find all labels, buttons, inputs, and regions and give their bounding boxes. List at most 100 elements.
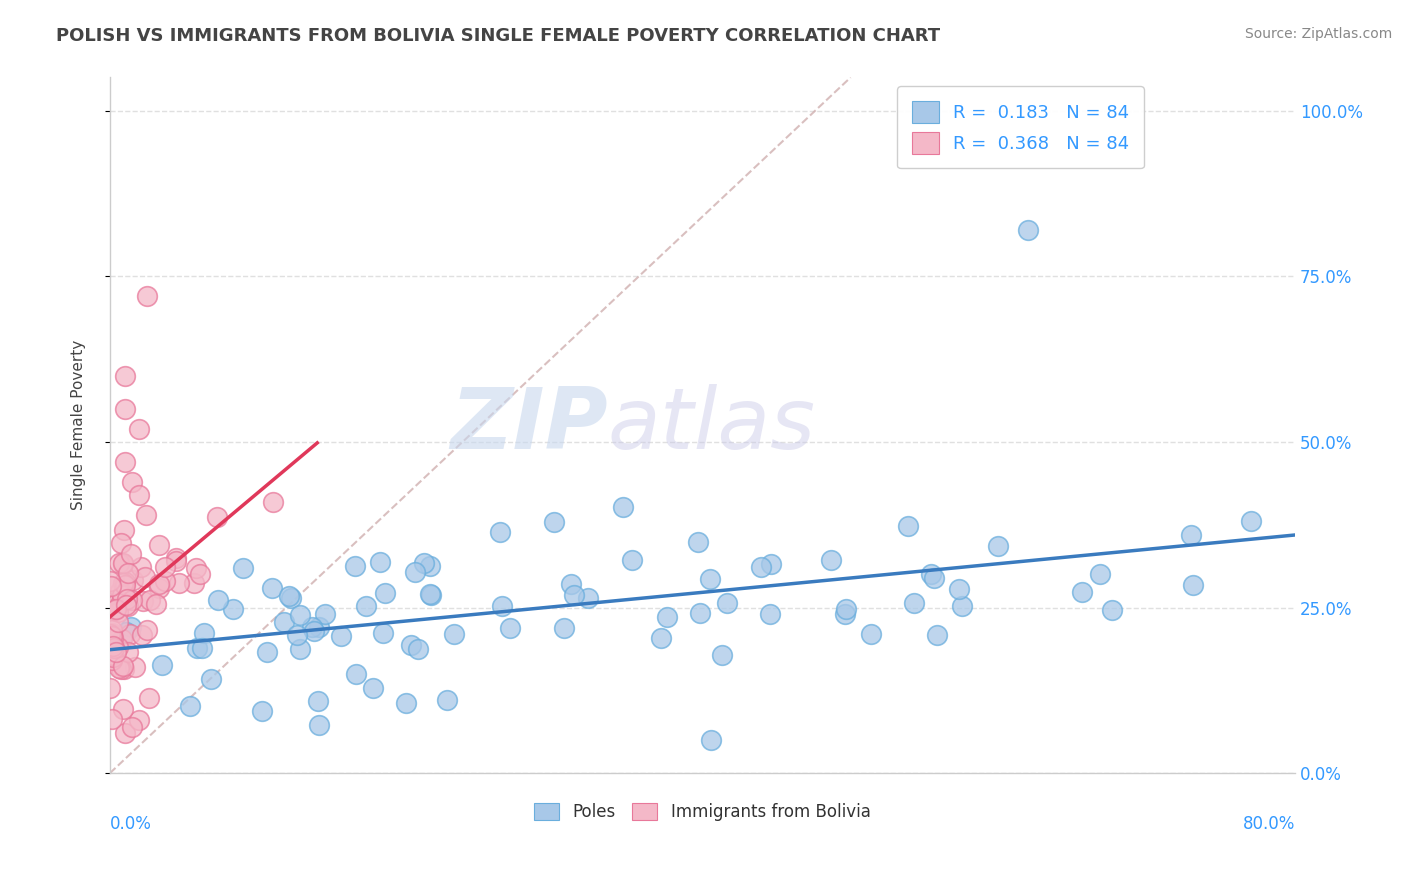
Point [148,582,170,596]
Point [576,591,599,605]
Point [436,692,458,706]
Point [112,575,135,590]
Point [188,566,211,581]
Point [117,591,139,606]
Point [165,551,187,566]
Point [100,648,122,662]
Point [256,645,278,659]
Point [111,702,134,716]
Point [419,587,441,601]
Point [110,588,132,602]
Point [117,599,139,613]
Point [250,704,273,718]
Point [167,575,190,590]
Point [686,535,709,549]
Point [834,602,856,616]
Point [101,713,124,727]
Point [117,645,139,659]
Point [110,662,132,676]
Point [98,574,121,588]
Point [101,629,124,643]
Point [200,672,222,686]
Point [128,713,150,727]
Point [114,625,136,640]
Point [148,538,170,552]
Point [207,592,229,607]
Text: POLISH VS IMMIGRANTS FROM BOLIVIA SINGLE FEMALE POVERTY CORRELATION CHART: POLISH VS IMMIGRANTS FROM BOLIVIA SINGLE… [56,27,941,45]
Point [114,575,136,590]
Point [108,583,131,598]
Point [135,289,157,303]
Point [262,581,284,595]
Point [100,579,122,593]
Point [368,555,391,569]
Point [191,641,214,656]
Point [121,574,143,588]
Point [100,623,122,637]
Point [107,556,129,570]
Point [820,553,842,567]
Point [761,557,783,571]
Point [179,699,201,714]
Point [543,515,565,529]
Point [124,660,146,674]
Point [117,566,139,580]
Point [104,645,127,659]
Point [121,593,143,607]
Point [1182,577,1205,591]
Point [343,558,366,573]
Point [612,500,634,515]
Point [105,596,128,610]
Point [489,524,512,539]
Point [1180,527,1202,541]
Point [110,594,132,608]
Text: Source: ZipAtlas.com: Source: ZipAtlas.com [1244,27,1392,41]
Point [118,627,141,641]
Point [114,401,136,416]
Point [148,577,170,591]
Point [262,495,284,509]
Point [301,620,323,634]
Point [1017,223,1039,237]
Point [135,508,157,522]
Point [108,661,131,675]
Point [131,594,153,608]
Point [112,662,135,676]
Point [419,558,441,573]
Point [135,623,157,637]
Point [103,641,125,656]
Point [655,609,678,624]
Point [285,628,308,642]
Point [288,607,311,622]
Point [183,576,205,591]
Point [443,627,465,641]
Point [100,653,122,667]
Point [404,565,426,579]
Point [207,510,229,524]
Point [101,602,124,616]
Point [112,523,135,537]
Point [716,596,738,610]
Point [922,571,945,585]
Point [186,640,208,655]
Point [344,667,367,681]
Point [700,733,723,747]
Point [553,621,575,635]
Point [101,631,124,645]
Point [98,681,121,695]
Point [139,593,162,607]
Point [138,691,160,706]
Point [948,582,970,597]
Point [232,561,254,575]
Point [184,560,207,574]
Point [273,615,295,630]
Point [950,599,973,614]
Legend: Poles, Immigrants from Bolivia: Poles, Immigrants from Bolivia [527,796,877,828]
Point [374,586,396,600]
Point [115,598,138,612]
Point [222,602,245,616]
Point [758,607,780,621]
Point [107,640,129,654]
Point [121,720,143,734]
Point [145,597,167,611]
